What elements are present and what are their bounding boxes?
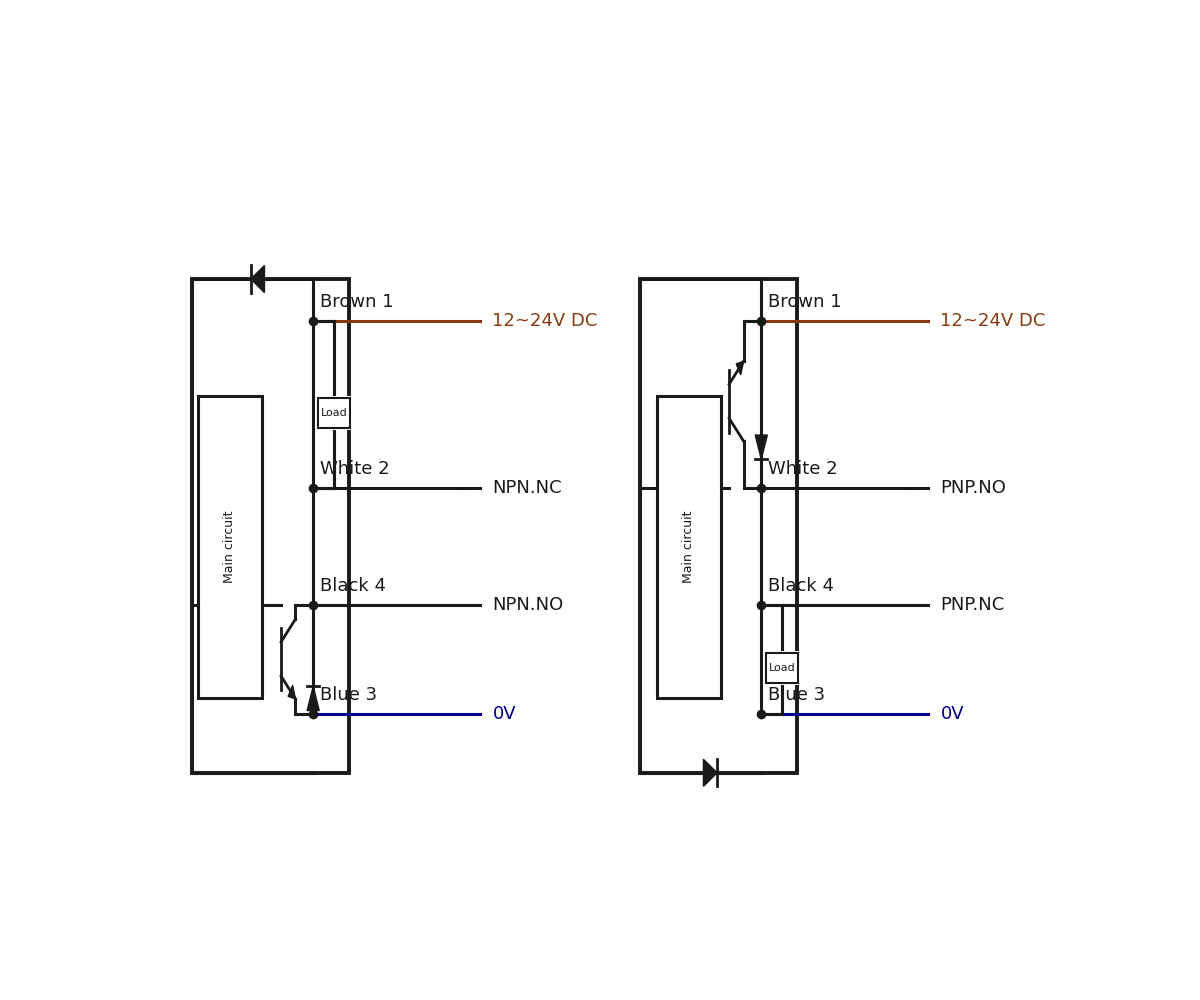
Polygon shape: [251, 265, 264, 293]
Polygon shape: [737, 361, 744, 375]
Text: Main circuit: Main circuit: [223, 511, 236, 583]
Bar: [318, 398, 350, 428]
Text: 12~24V DC: 12~24V DC: [941, 312, 1046, 330]
Bar: [198, 396, 262, 698]
Polygon shape: [755, 435, 767, 459]
Text: White 2: White 2: [320, 460, 390, 478]
Text: NPN.NO: NPN.NO: [492, 596, 564, 614]
Text: Black 4: Black 4: [768, 577, 834, 595]
Bar: [658, 396, 721, 698]
Bar: [641, 279, 797, 773]
Bar: [763, 651, 802, 685]
Text: PNP.NO: PNP.NO: [941, 479, 1007, 497]
Polygon shape: [703, 759, 718, 786]
Text: Load: Load: [320, 408, 348, 418]
Text: Brown 1: Brown 1: [768, 293, 841, 311]
Text: Blue 3: Blue 3: [320, 686, 377, 704]
Text: Blue 3: Blue 3: [768, 686, 826, 704]
Text: NPN.NC: NPN.NC: [492, 479, 562, 497]
Text: 0V: 0V: [492, 705, 516, 723]
Text: White 2: White 2: [768, 460, 838, 478]
Text: Black 4: Black 4: [320, 577, 386, 595]
Text: Main circuit: Main circuit: [683, 511, 696, 583]
Text: Brown 1: Brown 1: [320, 293, 394, 311]
Polygon shape: [307, 686, 319, 711]
Text: Load: Load: [769, 663, 796, 673]
Bar: [767, 653, 798, 683]
Bar: [316, 396, 353, 430]
Text: 12~24V DC: 12~24V DC: [492, 312, 598, 330]
Text: 0V: 0V: [941, 705, 964, 723]
Bar: [192, 279, 349, 773]
Text: PNP.NC: PNP.NC: [941, 596, 1004, 614]
Polygon shape: [288, 685, 295, 699]
